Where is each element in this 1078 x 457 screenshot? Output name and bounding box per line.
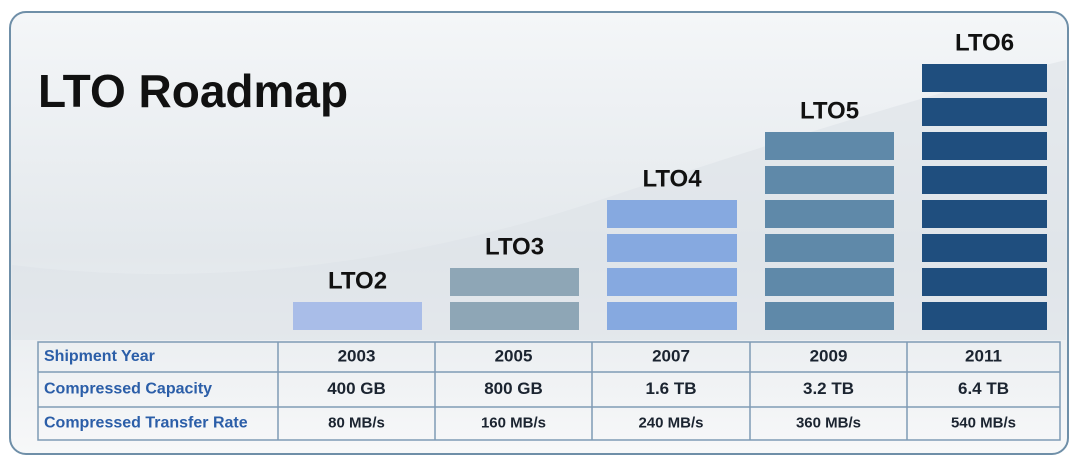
block <box>765 132 894 160</box>
table-frame <box>37 341 1061 441</box>
table-cell: 540 MB/s <box>951 414 1016 431</box>
block <box>607 302 737 330</box>
table-cell: 2005 <box>495 346 533 365</box>
capacity-blocks <box>293 64 1047 330</box>
block <box>293 302 422 330</box>
block <box>765 166 894 194</box>
block <box>765 234 894 262</box>
block <box>922 234 1047 262</box>
table-cell: 800 GB <box>484 379 543 398</box>
block <box>922 166 1047 194</box>
table-cell: 360 MB/s <box>796 414 861 431</box>
spec-table: Shipment Year 2003 2005 2007 2009 2011 Compres… <box>37 341 1061 441</box>
table-cell: 400 GB <box>327 379 386 398</box>
table-cell: 2003 <box>338 346 376 365</box>
block <box>922 64 1047 92</box>
block <box>607 268 737 296</box>
table-cell: 2009 <box>810 346 848 365</box>
table-cell: 1.6 TB <box>645 379 696 398</box>
table-cell: 80 MB/s <box>328 414 385 431</box>
table-cell: 2011 <box>965 346 1002 365</box>
block <box>922 132 1047 160</box>
block <box>607 234 737 262</box>
block <box>922 98 1047 126</box>
block <box>765 302 894 330</box>
generation-label: LTO3 <box>485 233 544 260</box>
block <box>450 268 579 296</box>
row-label: Compressed Transfer Rate <box>44 415 248 432</box>
title: LTO Roadmap <box>38 65 348 117</box>
block <box>922 302 1047 330</box>
block <box>922 268 1047 296</box>
generation-label: LTO4 <box>642 165 702 192</box>
block <box>765 268 894 296</box>
table-cell: 240 MB/s <box>638 414 703 431</box>
block <box>922 200 1047 228</box>
table-cell: 160 MB/s <box>481 414 546 431</box>
block <box>607 200 737 228</box>
generation-labels: LTO2 LTO3 LTO4 LTO5 LTO6 <box>328 29 1014 294</box>
table-cell: 3.2 TB <box>803 379 854 398</box>
block <box>765 200 894 228</box>
table-cell: 2007 <box>652 346 690 365</box>
generation-label: LTO5 <box>800 97 859 124</box>
generation-label: LTO6 <box>955 29 1014 56</box>
block <box>450 302 579 330</box>
row-label: Shipment Year <box>44 348 155 365</box>
table-cell: 6.4 TB <box>958 379 1009 398</box>
generation-label: LTO2 <box>328 267 387 294</box>
row-label: Compressed Capacity <box>44 381 212 398</box>
